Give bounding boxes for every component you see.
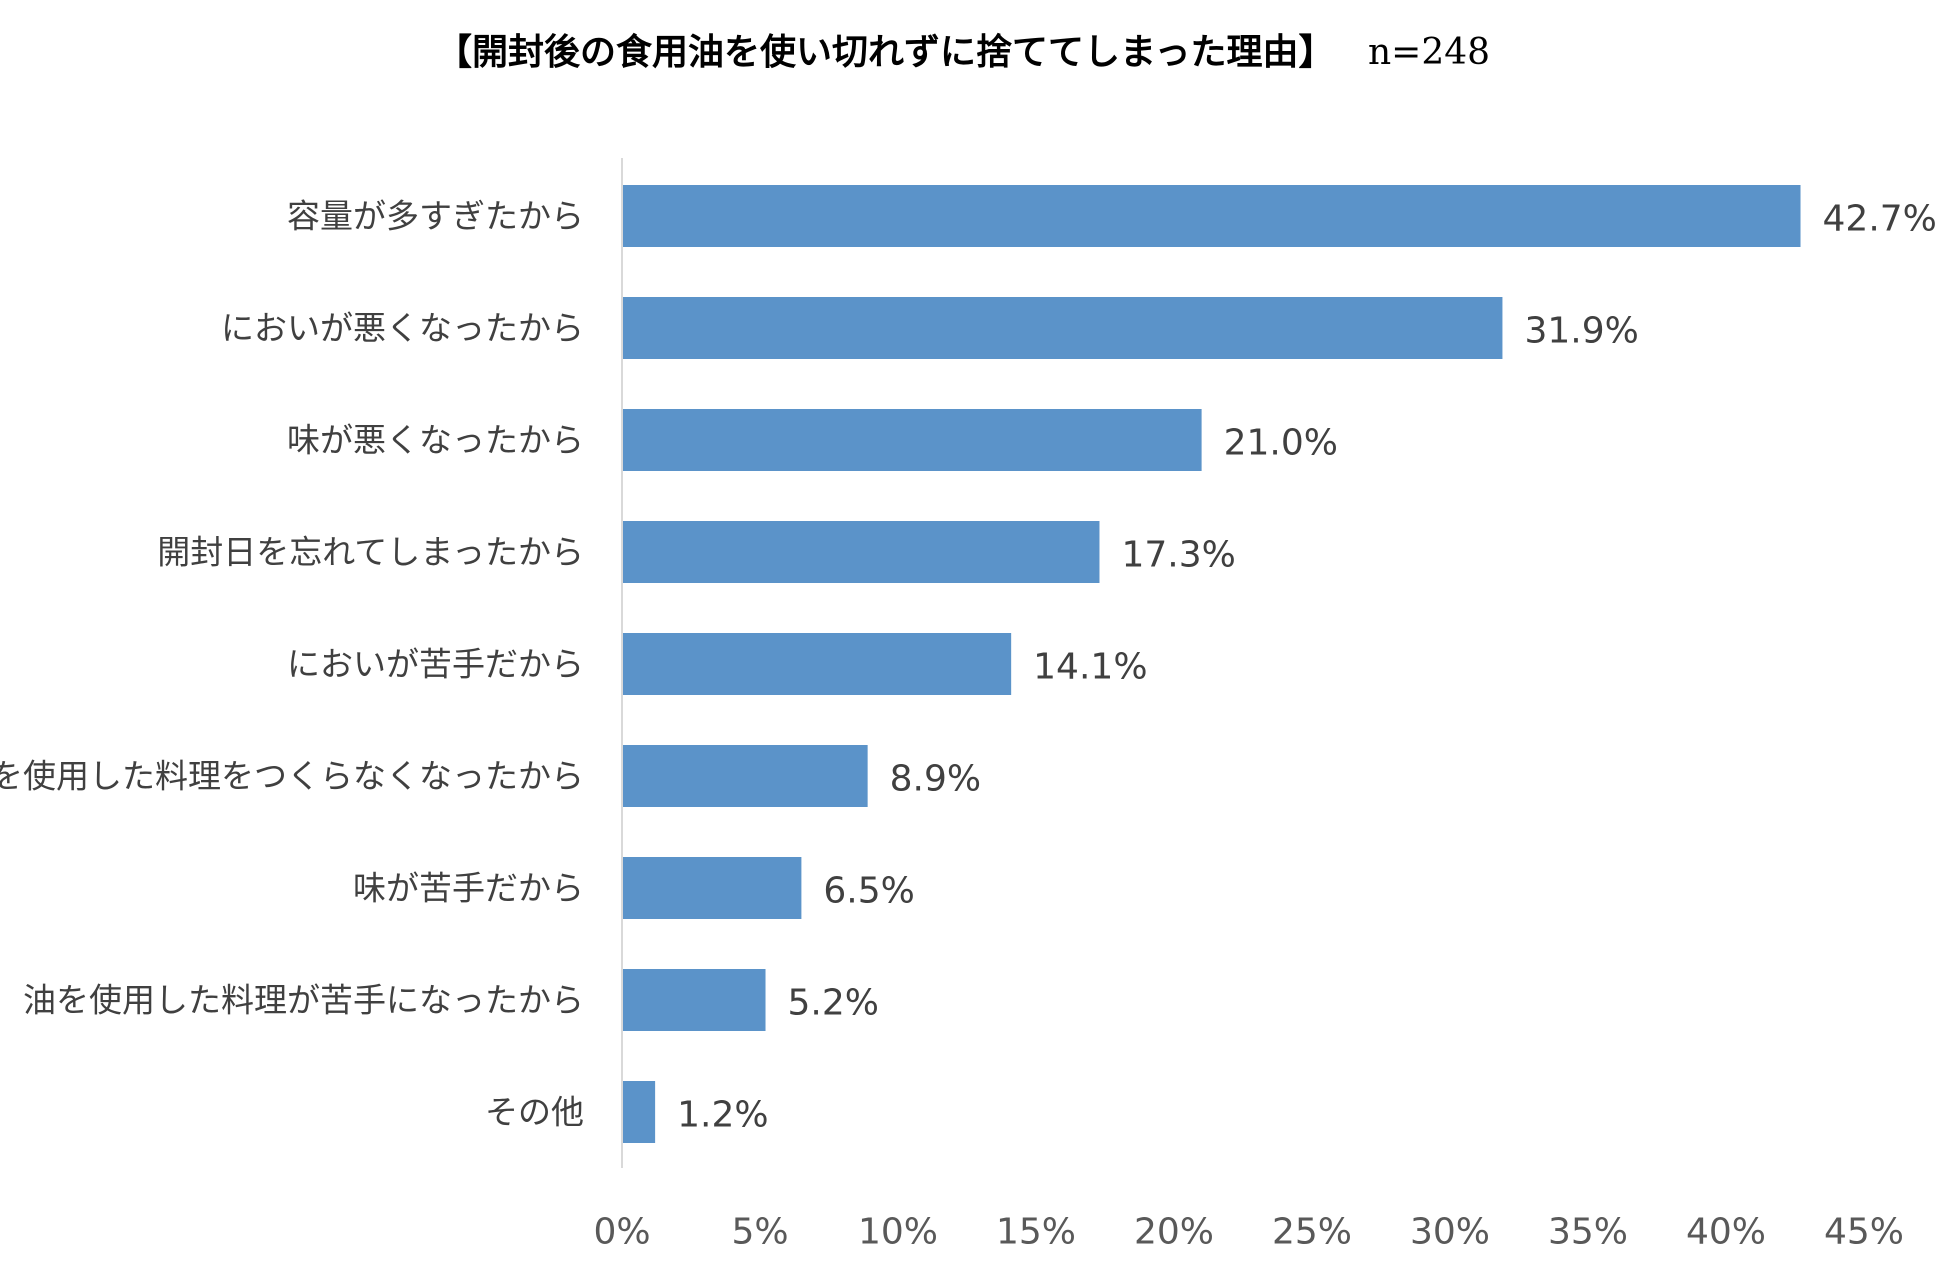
category-label: 容量が多すぎたから (287, 197, 584, 236)
category-label: においが悪くなったから (221, 309, 584, 348)
x-axis-tick-labels: 0% 5% 10% 15% 20% 25% 30% 35% 40% 45% (593, 1212, 1904, 1253)
category-label: 油を使用した料理をつくらなくなったから (0, 757, 584, 796)
category-label: 油を使用した料理が苦手になったから (23, 981, 584, 1020)
bar (623, 297, 1503, 359)
chart-title: 【開封後の食用油を使い切れずに捨ててしまった理由】 (436, 32, 1335, 73)
x-tick-label: 10% (858, 1212, 938, 1253)
x-tick-label: 0% (593, 1212, 650, 1253)
bar (623, 745, 868, 807)
category-label: 味が苦手だから (353, 869, 584, 908)
value-labels: 42.7% 31.9% 21.0% 17.3% 14.1% 8.9% 6.5% 5.2% 1.2… (677, 199, 1937, 1136)
bar (623, 409, 1202, 471)
data-label: 31.9% (1524, 311, 1638, 352)
bar (623, 633, 1012, 695)
x-tick-label: 40% (1686, 1212, 1766, 1253)
data-label: 17.3% (1121, 535, 1235, 576)
data-label: 42.7% (1823, 199, 1937, 240)
category-label: 味が悪くなったから (287, 421, 584, 460)
bar (623, 1081, 656, 1143)
bar (623, 185, 1801, 247)
x-tick-label: 15% (996, 1212, 1076, 1253)
category-label: においが苦手だから (287, 645, 584, 684)
bars (623, 185, 1801, 1143)
category-label: その他 (485, 1093, 584, 1132)
x-tick-label: 5% (731, 1212, 788, 1253)
data-label: 21.0% (1224, 423, 1338, 464)
category-labels: 容量が多すぎたからにおいが悪くなったから味が悪くなったから開封日を忘れてしまった… (0, 197, 584, 1132)
bar (623, 857, 802, 919)
x-tick-label: 35% (1548, 1212, 1628, 1253)
x-tick-label: 30% (1410, 1212, 1490, 1253)
sample-size: n=248 (1368, 32, 1490, 73)
bar (623, 521, 1100, 583)
data-label: 6.5% (823, 871, 914, 912)
x-tick-label: 20% (1134, 1212, 1214, 1253)
category-label: 開封日を忘れてしまったから (157, 533, 584, 572)
x-tick-label: 25% (1272, 1212, 1352, 1253)
x-tick-label: 45% (1824, 1212, 1904, 1253)
bar (623, 969, 766, 1031)
data-label: 5.2% (788, 983, 879, 1024)
data-label: 1.2% (677, 1095, 768, 1136)
data-label: 8.9% (890, 759, 981, 800)
data-label: 14.1% (1033, 647, 1147, 688)
